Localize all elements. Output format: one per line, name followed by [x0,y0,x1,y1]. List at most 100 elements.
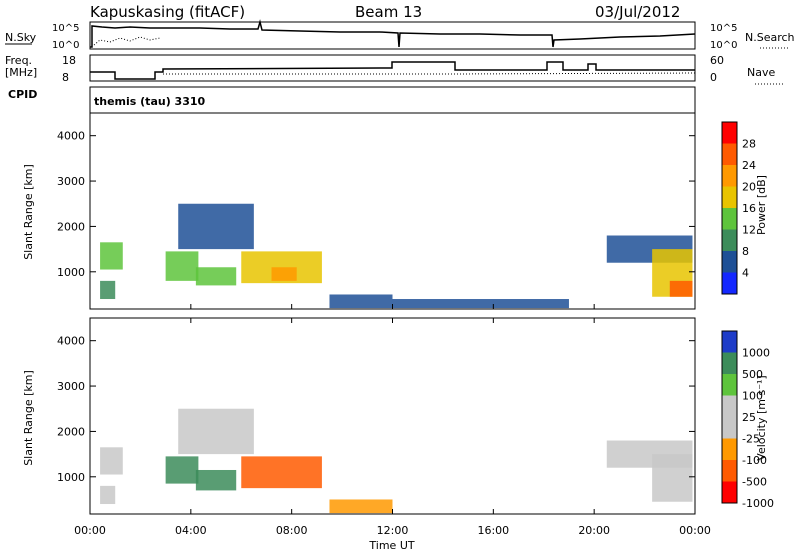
velocity-colorbar-label: Velocity [m s⁻¹] [755,375,768,460]
colorbar-swatch [722,208,737,230]
velocity-heatmap [100,408,693,514]
y-tick-label: 2000 [57,220,85,233]
colorbar-tick-label: 20 [742,181,756,194]
scatter-cell [100,485,116,505]
y-tick-label: 4000 [57,335,85,348]
scatter-cell [329,499,393,514]
scatter-cell [178,408,254,455]
nave-tick-bottom: 0 [710,71,717,84]
scatter-cell [241,456,322,489]
y-tick-label: 3000 [57,175,85,188]
colorbar-tick-label: -1000 [742,497,774,510]
scatter-cell [652,454,693,502]
y-tick-label: 3000 [57,380,85,393]
colorbar-swatch [722,481,737,504]
y-tick-label: 4000 [57,130,85,143]
nave-label: Nave [747,66,775,79]
x-tick-label: 12:00 [377,524,409,537]
colorbar-swatch [722,229,737,252]
colorbar-swatch [722,251,737,273]
freq-unit: [MHz] [5,66,37,79]
nsearch-label: N.Search [745,31,795,44]
colorbar-tick-label: 25 [742,411,756,424]
colorbar-frame [721,121,738,295]
velocity-colorbar: 1000 500 100 25 -25 -100 -500 -1000 [721,330,774,510]
xaxis-label: Time UT [368,539,414,552]
colorbar-tick-label: 24 [742,159,756,172]
scatter-cell [195,469,237,491]
y-tick-label: 1000 [57,471,85,484]
cpid-value: themis (tau) 3310 [94,95,206,108]
scatter-cell [165,456,199,484]
power-heatmap [100,203,693,309]
power-colorbar: 28 24 20 16 12 8 4 [721,121,756,295]
time-axis: 00:00 04:00 08:00 12:00 16:00 20:00 00:00 [74,304,711,537]
colorbar-tick-label: 1000 [742,347,770,360]
nsearch-trace [93,36,161,46]
x-tick-label: 04:00 [175,524,207,537]
y-tick-label: 2000 [57,425,85,438]
scatter-cell [271,267,297,281]
y-tick-label: 1000 [57,266,85,279]
freq-tick-bottom: 8 [62,71,69,84]
nsky-label: N.Sky [5,31,37,44]
colorbar-tick-label: 12 [742,224,756,237]
power-yaxis: 1000 2000 3000 4000 [57,130,695,279]
colorbar-swatch [722,438,737,461]
power-colorbar-label: Power [dB] [755,175,768,235]
nsky-trace [90,19,696,48]
colorbar-frame [721,330,738,504]
scatter-cell [100,447,123,475]
x-tick-label: 00:00 [74,524,106,537]
nsky-panel-frame [89,21,696,50]
colorbar-swatch [722,417,737,439]
colorbar-tick-label: 500 [742,368,763,381]
colorbar-swatch [722,165,737,187]
x-tick-label: 20:00 [578,524,610,537]
x-tick-label: 16:00 [477,524,509,537]
colorbar-tick-label: 16 [742,202,756,215]
colorbar-swatch [722,272,737,295]
colorbar-swatch [722,331,737,353]
x-tick-label: 08:00 [276,524,308,537]
nsearch-tick-top: 10^5 [710,23,737,34]
scatter-cell [329,294,393,309]
colorbar-swatch [722,374,737,396]
scatter-cell [100,242,123,270]
colorbar-tick-label: 100 [742,390,763,403]
colorbar-tick-label: -500 [742,476,767,489]
colorbar-tick-label: 28 [742,138,756,151]
freq-trace [90,61,695,80]
scatter-cell [178,203,254,250]
x-tick-label: 00:00 [679,524,711,537]
nave-trace [163,72,696,75]
beam-title: Beam 13 [355,3,422,21]
colorbar-tick-label: 8 [742,245,749,258]
colorbar-swatch [722,460,737,482]
scatter-cell [195,267,237,286]
scatter-cell [165,251,199,281]
colorbar-tick-label: 4 [742,267,749,280]
power-ylabel: Slant Range [km] [22,164,35,260]
velocity-yaxis: 1000 2000 3000 4000 [57,335,695,484]
colorbar-swatch [722,122,737,144]
colorbar-tick-label: -100 [742,454,767,467]
velocity-ylabel: Slant Range [km] [22,370,35,466]
scatter-cell [100,280,116,300]
scatter-cell [392,299,569,309]
freq-label: Freq. [5,54,32,67]
colorbar-tick-label: -25 [742,433,760,446]
colorbar-swatch [722,143,737,166]
freq-tick-top: 18 [62,54,76,67]
station-title: Kapuskasing (fitACF) [90,3,245,21]
scatter-cell [669,280,693,297]
freq-panel-frame [89,54,696,82]
date-title: 03/Jul/2012 [595,3,680,21]
colorbar-swatch [722,186,737,209]
nsky-tick-top: 10^5 [52,23,79,34]
colorbar-swatch [722,395,737,418]
colorbar-swatch [722,352,737,375]
cpid-label: CPID [8,88,37,101]
nave-tick-top: 60 [710,54,724,67]
